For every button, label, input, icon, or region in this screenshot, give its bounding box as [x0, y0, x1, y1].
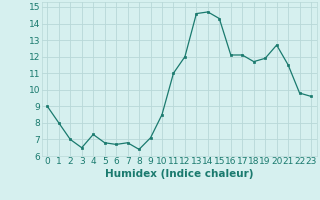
- X-axis label: Humidex (Indice chaleur): Humidex (Indice chaleur): [105, 169, 253, 179]
